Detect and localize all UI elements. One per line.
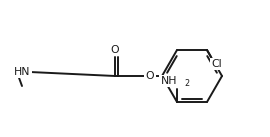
Text: O: O [111, 45, 119, 55]
Text: O: O [146, 71, 154, 81]
Text: NH: NH [160, 76, 177, 86]
Text: HN: HN [14, 67, 30, 77]
Text: Cl: Cl [212, 59, 222, 69]
Text: 2: 2 [184, 79, 189, 89]
